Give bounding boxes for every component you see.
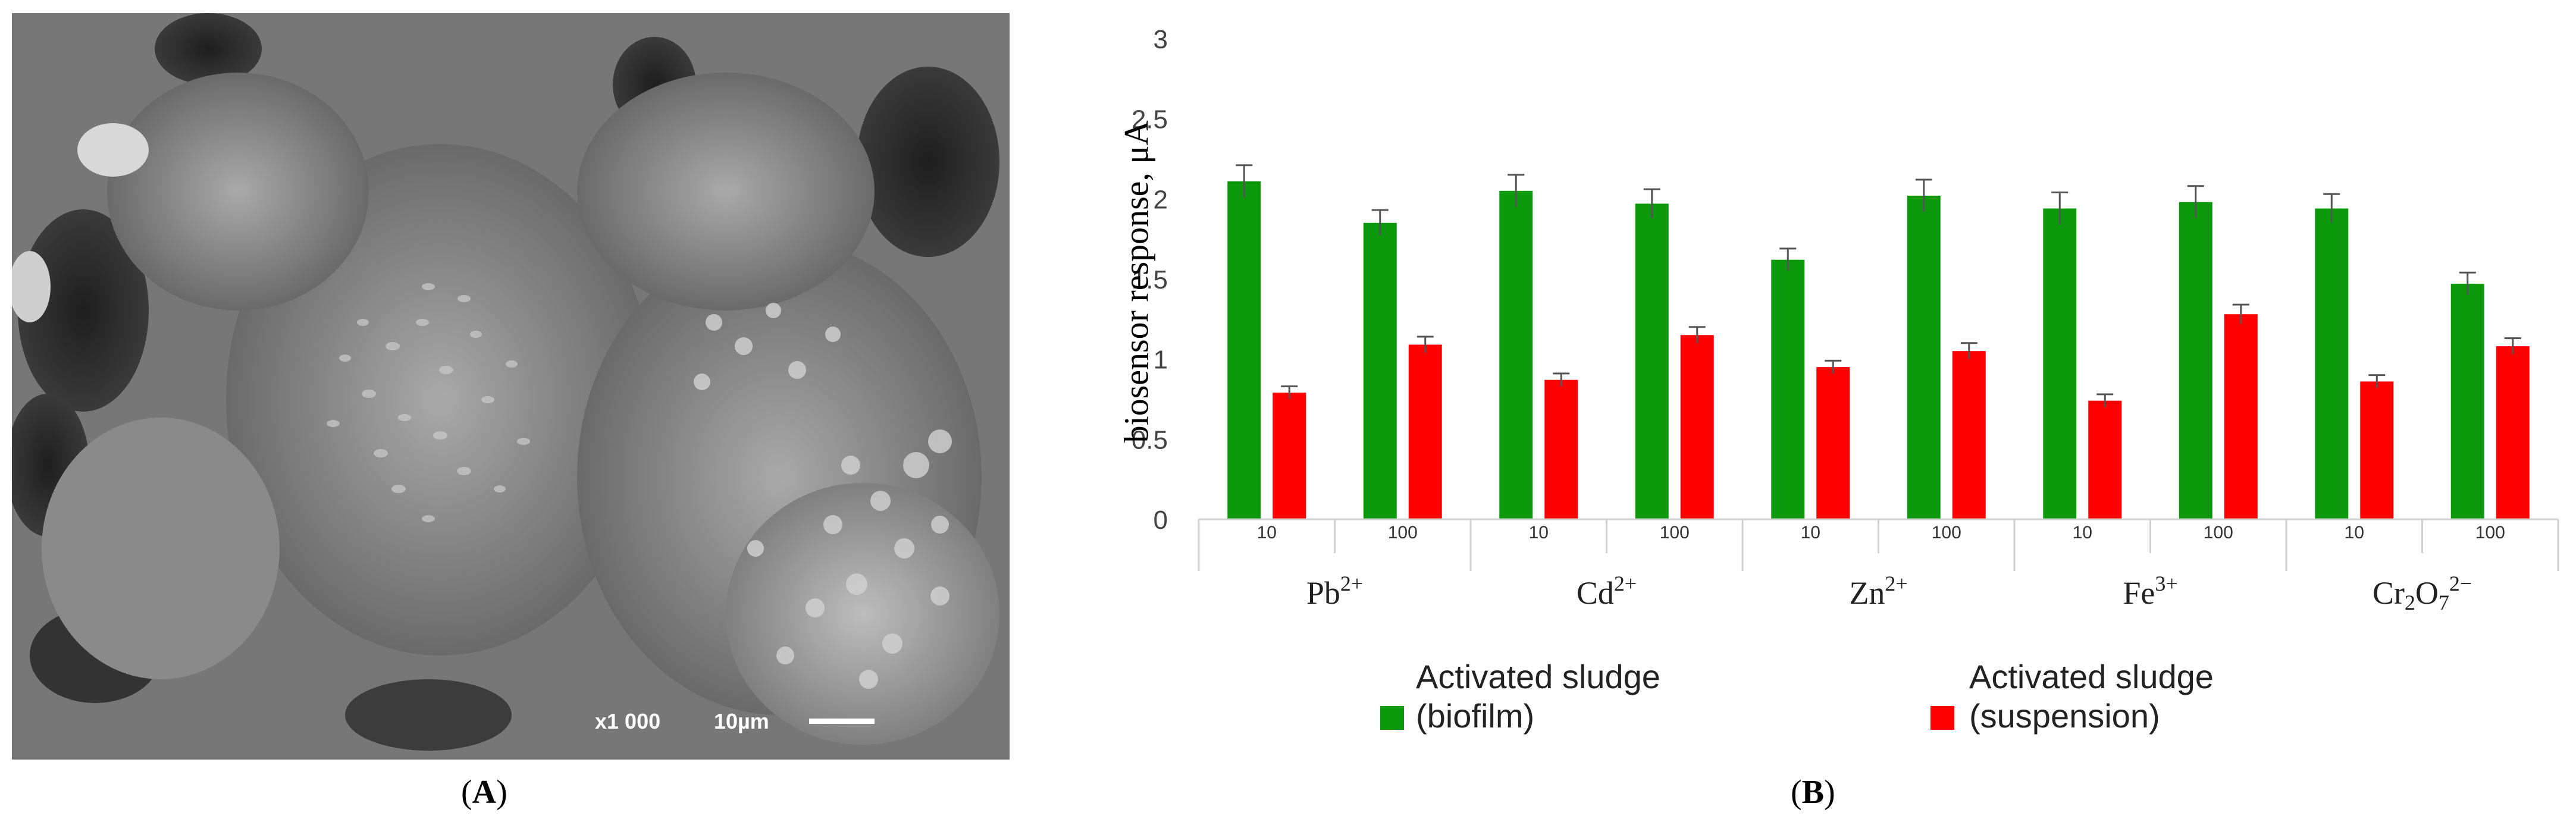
group-label: Fe3+ xyxy=(2123,572,2177,611)
x-tick-label: 10 xyxy=(1529,523,1549,542)
bar-biofilm xyxy=(1499,190,1533,519)
bar-suspension xyxy=(1952,351,1986,519)
bar-biofilm xyxy=(1227,181,1261,519)
scale-bar xyxy=(809,719,875,724)
bar-biofilm xyxy=(2043,208,2077,519)
magnification-label: x1 000 xyxy=(595,709,661,733)
bar-chart: 0 0.5 1 1.5 2 2.5 3 10 100 10 100 10 100 10 100 10 100 Pb… xyxy=(1132,25,2559,614)
sem-micrograph: x1 000 10µm xyxy=(12,13,1010,760)
bar-suspension xyxy=(2360,381,2394,519)
y-tick-label: 0 xyxy=(1154,506,1168,535)
bar-suspension xyxy=(1816,367,1850,519)
panel-b-label: (B) xyxy=(1791,774,1835,811)
bar-suspension xyxy=(1680,335,1714,519)
bar-biofilm xyxy=(2315,208,2349,519)
y-tick-label: 0.5 xyxy=(1132,425,1168,454)
x-tick-label: 10 xyxy=(2345,523,2364,542)
x-tick-label: 100 xyxy=(2475,523,2505,542)
bar-biofilm xyxy=(1907,195,1941,519)
legend-label-biofilm: Activated sludge (biofilm) xyxy=(1416,658,1660,735)
x-tick-label: 10 xyxy=(1257,523,1277,542)
bar-biofilm xyxy=(2450,284,2484,519)
bar-suspension xyxy=(2496,346,2530,519)
x-tick-label: 100 xyxy=(2204,523,2233,542)
group-label: Cr2O72− xyxy=(2373,572,2472,614)
legend-label-suspension: Activated sludge (suspension) xyxy=(1969,658,2214,735)
x-tick-label: 100 xyxy=(1660,523,1690,542)
group-label: Cd2+ xyxy=(1577,572,1637,611)
bar-suspension xyxy=(1408,344,1442,519)
x-tick-label: 100 xyxy=(1388,523,1418,542)
group-label: Pb2+ xyxy=(1306,572,1363,611)
y-tick-label: 2.5 xyxy=(1132,105,1168,134)
scale-label: 10µm xyxy=(714,709,769,733)
y-tick-label: 1 xyxy=(1154,346,1168,375)
y-axis-label: biosensor response, μA xyxy=(1117,120,1156,443)
x-tick-label: 10 xyxy=(1801,523,1820,542)
bar-suspension xyxy=(2088,400,2122,519)
bar-suspension xyxy=(2224,314,2258,519)
legend-swatch-biofilm xyxy=(1380,706,1404,730)
group-label: Zn2+ xyxy=(1849,572,1907,611)
panel-a-label: (A) xyxy=(461,774,507,811)
x-tick-label: 10 xyxy=(2073,523,2092,542)
y-tick-label: 1.5 xyxy=(1132,265,1168,294)
bar-suspension xyxy=(1544,379,1578,519)
x-tick-label: 100 xyxy=(1932,523,1961,542)
bar-biofilm xyxy=(1635,203,1669,519)
bar-suspension xyxy=(1273,393,1306,519)
bar-biofilm xyxy=(1363,222,1397,519)
legend-swatch-suspension xyxy=(1931,706,1954,730)
bar-biofilm xyxy=(2179,202,2213,520)
sem-micrograph-image xyxy=(12,13,1010,760)
bar-biofilm xyxy=(1771,259,1805,519)
y-tick-label: 2 xyxy=(1154,185,1168,214)
y-tick-label: 3 xyxy=(1154,25,1168,54)
